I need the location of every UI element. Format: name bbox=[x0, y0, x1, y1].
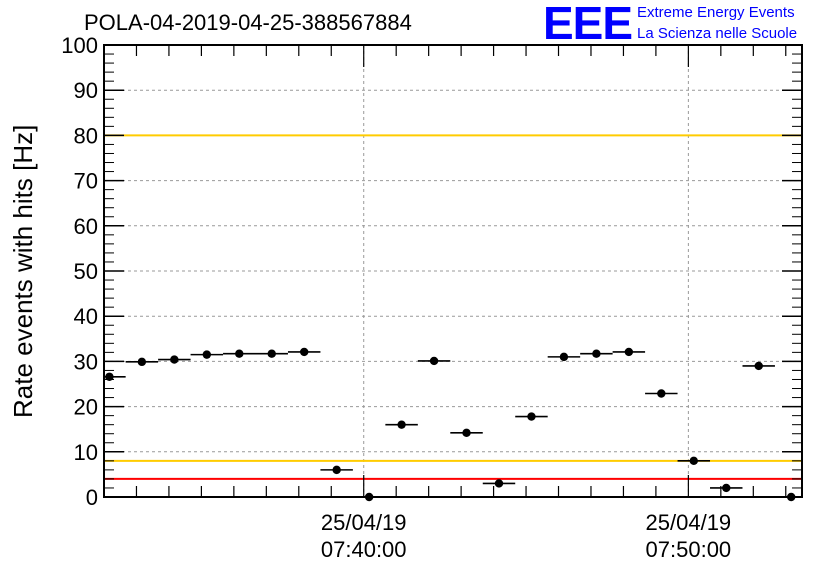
data-point-marker bbox=[235, 349, 244, 358]
chart-title: POLA-04-2019-04-25-388567884 bbox=[84, 10, 412, 35]
data-point bbox=[125, 357, 159, 367]
data-point-marker bbox=[202, 350, 212, 359]
x-tick-time: 07:40:00 bbox=[320, 537, 407, 562]
y-tick-label: 100 bbox=[61, 33, 98, 58]
data-point-marker bbox=[527, 412, 536, 421]
y-tick-label: 80 bbox=[74, 123, 98, 148]
data-point bbox=[547, 352, 581, 362]
data-point bbox=[223, 349, 256, 358]
data-point bbox=[742, 361, 775, 371]
data-point bbox=[482, 479, 516, 488]
x-tick-label: 25/04/19 07:50:00 bbox=[618, 509, 758, 563]
data-point-marker bbox=[105, 372, 114, 381]
y-tick-label: 10 bbox=[74, 440, 98, 465]
data-point bbox=[515, 412, 548, 421]
x-tick-date: 25/04/19 bbox=[320, 510, 407, 535]
data-point-marker bbox=[657, 389, 666, 398]
data-point bbox=[612, 347, 646, 357]
data-point-marker bbox=[137, 357, 147, 367]
data-points bbox=[104, 347, 802, 502]
data-point-marker bbox=[462, 428, 471, 438]
data-point-marker bbox=[429, 356, 439, 366]
plot-frame bbox=[103, 44, 803, 498]
data-point bbox=[450, 428, 483, 438]
data-point-marker bbox=[559, 352, 569, 362]
data-point-marker bbox=[267, 349, 276, 358]
y-tick-label: 90 bbox=[74, 78, 98, 103]
data-point bbox=[385, 420, 418, 429]
data-point-marker bbox=[722, 483, 731, 493]
eee-logo: EEE Extreme Energy Events La Scienza nel… bbox=[543, 0, 836, 48]
y-tick-labels: 0 10 20 30 40 50 60 70 80 90 100 bbox=[61, 33, 98, 510]
y-tick-label: 70 bbox=[74, 169, 98, 194]
data-point bbox=[190, 350, 224, 359]
data-point bbox=[320, 465, 353, 475]
data-point bbox=[287, 347, 321, 357]
eee-logo-line1: Extreme Energy Events bbox=[637, 4, 795, 21]
data-point-marker bbox=[364, 492, 374, 502]
eee-logo-line2: La Scienza nelle Scuole bbox=[637, 25, 798, 42]
eee-logo-mark: EEE bbox=[543, 0, 633, 49]
x-tick-time: 07:50:00 bbox=[645, 537, 732, 562]
data-point-marker bbox=[170, 355, 179, 364]
reference-lines bbox=[104, 44, 802, 480]
data-point-marker bbox=[689, 456, 698, 466]
data-point bbox=[645, 389, 678, 398]
data-point-marker bbox=[397, 420, 406, 429]
y-tick-label: 40 bbox=[74, 304, 98, 329]
y-tick-label: 20 bbox=[74, 395, 98, 420]
data-point bbox=[677, 456, 711, 466]
grid-lines bbox=[104, 45, 802, 497]
data-point bbox=[352, 492, 386, 502]
y-tick-label: 50 bbox=[74, 259, 98, 284]
data-point bbox=[417, 356, 451, 366]
data-point bbox=[774, 492, 802, 502]
y-tick-label: 30 bbox=[74, 349, 98, 374]
x-tick-date: 25/04/19 bbox=[645, 510, 732, 535]
data-point-marker bbox=[592, 349, 601, 358]
data-point bbox=[580, 349, 613, 358]
data-point-marker bbox=[332, 465, 341, 475]
y-tick-label: 60 bbox=[74, 214, 98, 239]
data-point bbox=[158, 355, 191, 364]
data-point bbox=[255, 349, 288, 358]
data-point bbox=[710, 483, 743, 493]
data-point bbox=[104, 372, 126, 381]
data-point-marker bbox=[624, 347, 634, 357]
y-axis-label: Rate events with hits [Hz] bbox=[8, 124, 38, 418]
data-point-marker bbox=[300, 347, 309, 357]
x-tick-label: 25/04/19 07:40:00 bbox=[294, 509, 434, 563]
data-point-marker bbox=[786, 492, 796, 502]
data-point-marker bbox=[494, 479, 504, 488]
data-point-marker bbox=[754, 361, 763, 371]
y-tick-label: 0 bbox=[86, 485, 98, 510]
